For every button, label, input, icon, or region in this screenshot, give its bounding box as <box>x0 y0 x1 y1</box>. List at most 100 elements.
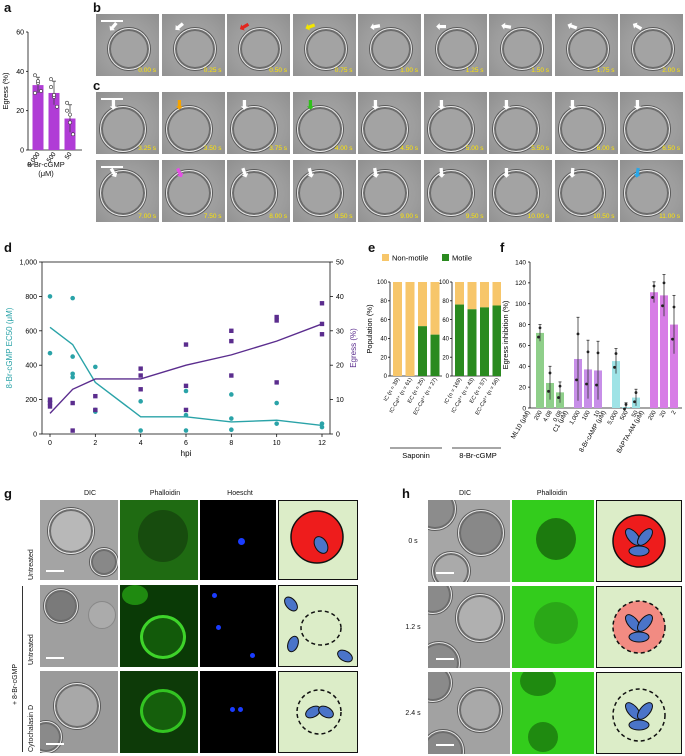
d-ytick-left-label: 600 <box>25 328 37 335</box>
h-dic-3 <box>428 672 510 754</box>
chart-a-xlabel-1: 8-Br-cGMP <box>27 160 65 169</box>
f-xtick-label: 200 <box>648 409 659 421</box>
h-phalloidin-1 <box>512 500 594 582</box>
g-schematic-1 <box>278 500 358 580</box>
d-egress-point <box>93 393 98 399</box>
f-ytick-label: 120 <box>515 280 526 287</box>
d-ec50-point <box>183 428 189 433</box>
e-ylabel: Population (%) <box>366 304 374 354</box>
timestamp: 10.50 s <box>593 213 615 220</box>
panel-label-e: e <box>368 240 376 255</box>
timelapse-frame: ⬆ 3.75 s <box>227 92 290 154</box>
d-egress-line <box>49 323 323 414</box>
e-ytick-label: 20 <box>380 355 387 361</box>
g-phalloidin-3 <box>120 671 198 753</box>
a-point <box>49 85 53 89</box>
a-point <box>68 112 72 117</box>
timelapse-frame: ⬆ 0.00 s <box>96 14 159 76</box>
d-ec50-point <box>138 399 143 404</box>
chart-a-xlabel-2: (μM) <box>38 169 54 178</box>
g-dic-3 <box>40 671 118 753</box>
cell-outline <box>239 28 281 70</box>
d-xtick-label: 0 <box>48 440 52 447</box>
f-xtick-label: 0.08 <box>553 409 564 423</box>
a-xtick-label: 50 <box>64 151 74 161</box>
timestamp: 2.00 s <box>662 67 680 74</box>
timelapse-frame: ⬆ 1.75 s <box>554 14 618 76</box>
timestamp: 9.50 s <box>465 213 484 220</box>
f-bar <box>660 295 668 408</box>
h-row-3-label: 2.4 s <box>405 710 421 717</box>
timelapse-frame: ⬆ 8.50 s <box>292 160 356 222</box>
d-ec50-point <box>274 400 279 406</box>
timelapse-frame: ⬆ 7.50 s <box>161 160 225 222</box>
timestamp: 1.00 s <box>400 67 418 74</box>
f-point <box>614 352 618 355</box>
timestamp: 11.00 s <box>659 213 680 220</box>
e-ytick-label: 60 <box>442 318 449 324</box>
cell-outline <box>296 106 343 152</box>
d-ytick-left-label: 200 <box>25 397 37 404</box>
d-xtick-label: 2 <box>93 440 97 447</box>
timelapse-frame: ⬆ 0.75 s <box>292 14 356 76</box>
timestamp: 3.50 s <box>203 145 222 152</box>
d-ec50-point <box>183 412 189 418</box>
f-xtick-label: 200 <box>534 409 545 421</box>
e-group-label: 8-Br-cGMP <box>459 451 497 460</box>
timestamp: 1.25 s <box>465 67 484 74</box>
d-ec50-point <box>70 374 75 380</box>
a-point <box>39 89 43 93</box>
timelapse-frame: ⬆ 5.00 s <box>423 92 487 154</box>
a-point <box>65 100 69 105</box>
timestamp: 1.75 s <box>596 67 615 74</box>
arrow-icon: ⬆ <box>433 21 449 32</box>
timestamp: 0.75 s <box>334 67 353 74</box>
d-egress-point <box>138 373 143 378</box>
h-dic-2 <box>428 586 510 668</box>
f-point <box>624 403 628 406</box>
e-bar-nonmotile <box>455 282 464 305</box>
f-bar <box>612 361 620 408</box>
d-ec50-point <box>319 424 325 430</box>
f-point <box>557 396 560 399</box>
e-bar-motile <box>480 307 489 376</box>
d-egress-point <box>138 366 143 371</box>
chart-f: 0 20 40 60 80 100 120 140 Egress inhibition (%) 2… <box>501 259 682 455</box>
f-xtick-label: 500 <box>620 409 631 421</box>
a-ytick-label: 60 <box>16 30 24 37</box>
f-ylabel: Egress inhibition (%) <box>501 300 510 369</box>
arrow-icon: ⬆ <box>501 165 512 180</box>
timestamp: 3.75 s <box>269 145 287 152</box>
g-hoescht-2 <box>200 585 276 667</box>
timelapse-frame: ⬆ 7.00 s <box>96 160 159 222</box>
e-bar-nonmotile <box>393 282 402 376</box>
d-ytick-left-label: 1,000 <box>19 260 37 267</box>
d-egress-point <box>229 328 234 333</box>
f-point <box>558 384 562 388</box>
d-ytick-right-label: 40 <box>336 294 344 301</box>
a-point <box>55 104 59 109</box>
panel-label-c: c <box>93 78 101 93</box>
d-egress-point <box>274 318 279 323</box>
d-ylabel-left: 8-Br-cGMP EC50 (μM) <box>5 307 14 388</box>
f-point <box>623 407 626 411</box>
timelapse-frame: ⬆ 11.00 s <box>620 160 683 222</box>
f-xtick-label: 4.08 <box>543 409 554 423</box>
arrow-icon: ⬆ <box>239 97 250 112</box>
cell-outline <box>624 106 670 152</box>
a-ytick-label: 40 <box>16 69 24 76</box>
e-bar-nonmotile <box>480 282 489 308</box>
e-bar-motile <box>492 305 501 376</box>
panel-label-a: a <box>4 0 12 15</box>
f-point <box>576 332 580 336</box>
d-ytick-left-label: 400 <box>25 363 37 370</box>
d-ec50-point <box>229 392 234 397</box>
d-xtick-label: 12 <box>318 440 326 447</box>
timelapse-frame: ⬆ 1.00 s <box>358 14 421 76</box>
timelapse-frame: ⬆ 6.50 s <box>620 92 683 154</box>
e-bar-motile <box>430 334 440 376</box>
timestamp: 1.50 s <box>531 67 549 74</box>
a-ytick-label: 0 <box>20 148 24 155</box>
d-egress-point <box>319 332 325 337</box>
d-ec50-point <box>47 350 53 356</box>
